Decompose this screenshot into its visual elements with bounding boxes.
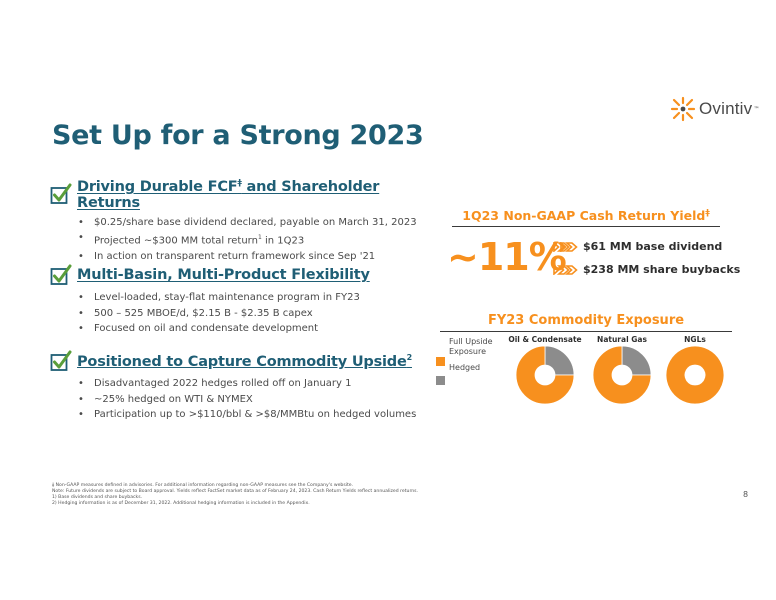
section-fcf: Driving Durable FCFǂ and Shareholder Ret… — [50, 178, 440, 265]
footnote: Note: Future dividends are subject to Bo… — [52, 489, 419, 494]
donut-slice-full-upside — [515, 345, 575, 405]
ovintiv-logo: Ovintiv ™ — [670, 96, 759, 122]
section-title-fcf: Driving Durable FCFǂ and Shareholder Ret… — [77, 178, 380, 211]
bullet-item: 500 – 525 MBOE/d, $2.15 B - $2.35 B cape… — [78, 306, 440, 322]
legend-item-full-upside: Full Upside Exposure — [449, 337, 493, 356]
section-commodity-upside: Positioned to Capture Commodity Upside2 … — [50, 350, 440, 423]
bullet-item: Focused on oil and condensate developmen… — [78, 321, 440, 337]
checkbox-check-icon — [50, 264, 72, 285]
legend-item-hedged: Hedged — [449, 363, 481, 372]
page-title: Set Up for a Strong 2023 — [52, 120, 424, 151]
buybacks-label: $238 MM share buybacks — [583, 263, 741, 276]
pie-label-oil: Oil & Condensate — [508, 335, 582, 344]
section-flexibility: Multi-Basin, Multi-Product Flexibility L… — [50, 264, 440, 337]
bullet-item: ~25% hedged on WTI & NYMEX — [78, 392, 440, 408]
cash-return-item-buybacks: $238 MM share buybacks — [553, 263, 740, 276]
bullet-item: In action on transparent return framewor… — [78, 249, 440, 265]
donut-slice-hedged — [621, 345, 652, 376]
bullet-item: $0.25/share base dividend declared, paya… — [78, 215, 440, 231]
bullet-item: Participation up to >$110/bbl & >$8/MMBt… — [78, 407, 440, 423]
section-title-flexibility: Multi-Basin, Multi-Product Flexibility — [77, 267, 370, 283]
bullet-item: Level-loaded, stay-flat maintenance prog… — [78, 290, 440, 306]
pie-label-gas: Natural Gas — [597, 335, 647, 344]
logo-wordmark: Ovintiv — [699, 99, 753, 118]
legend-swatch-full-upside — [436, 357, 445, 366]
ovintiv-logo-icon — [670, 96, 696, 122]
cash-return-yield: ~11% — [447, 235, 567, 279]
bullet-item: Projected ~$300 MM total return1 in 1Q23 — [78, 230, 440, 249]
logo-trademark: ™ — [753, 105, 760, 113]
donut-oil-condensate — [515, 345, 575, 405]
donut-slice-full-upside — [665, 345, 725, 405]
donut-ngls — [665, 345, 725, 405]
pie-label-ngls: NGLs — [684, 335, 706, 344]
donut-slice-full-upside — [592, 345, 652, 405]
footnotes: ǂ Non-GAAP measures defined in advisorie… — [52, 483, 732, 507]
footnote: ǂ Non-GAAP measures defined in advisorie… — [52, 483, 354, 488]
donut-natural-gas — [592, 345, 652, 405]
legend-swatch-hedged — [436, 376, 445, 385]
triple-chevron-icon — [553, 241, 578, 252]
donut-slice-hedged — [544, 345, 575, 376]
checkbox-check-icon — [50, 350, 72, 371]
section-title-upside: Positioned to Capture Commodity Upside2 — [77, 352, 412, 370]
checkbox-check-icon — [50, 183, 72, 205]
dividend-label: $61 MM base dividend — [583, 240, 723, 253]
commodity-exposure-title: FY23 Commodity Exposure — [440, 313, 732, 332]
footnote: 1) Base dividends and share buybacks. — [52, 495, 143, 500]
cash-return-title: 1Q23 Non-GAAP Cash Return Yieldǂ — [452, 208, 720, 228]
bullet-item: Disadvantaged 2022 hedges rolled off on … — [78, 376, 440, 392]
footnote: 2) Hedging information is as of December… — [52, 501, 310, 506]
triple-chevron-icon — [553, 264, 578, 275]
cash-return-item-dividend: $61 MM base dividend — [553, 240, 722, 253]
page-number: 8 — [743, 490, 749, 499]
